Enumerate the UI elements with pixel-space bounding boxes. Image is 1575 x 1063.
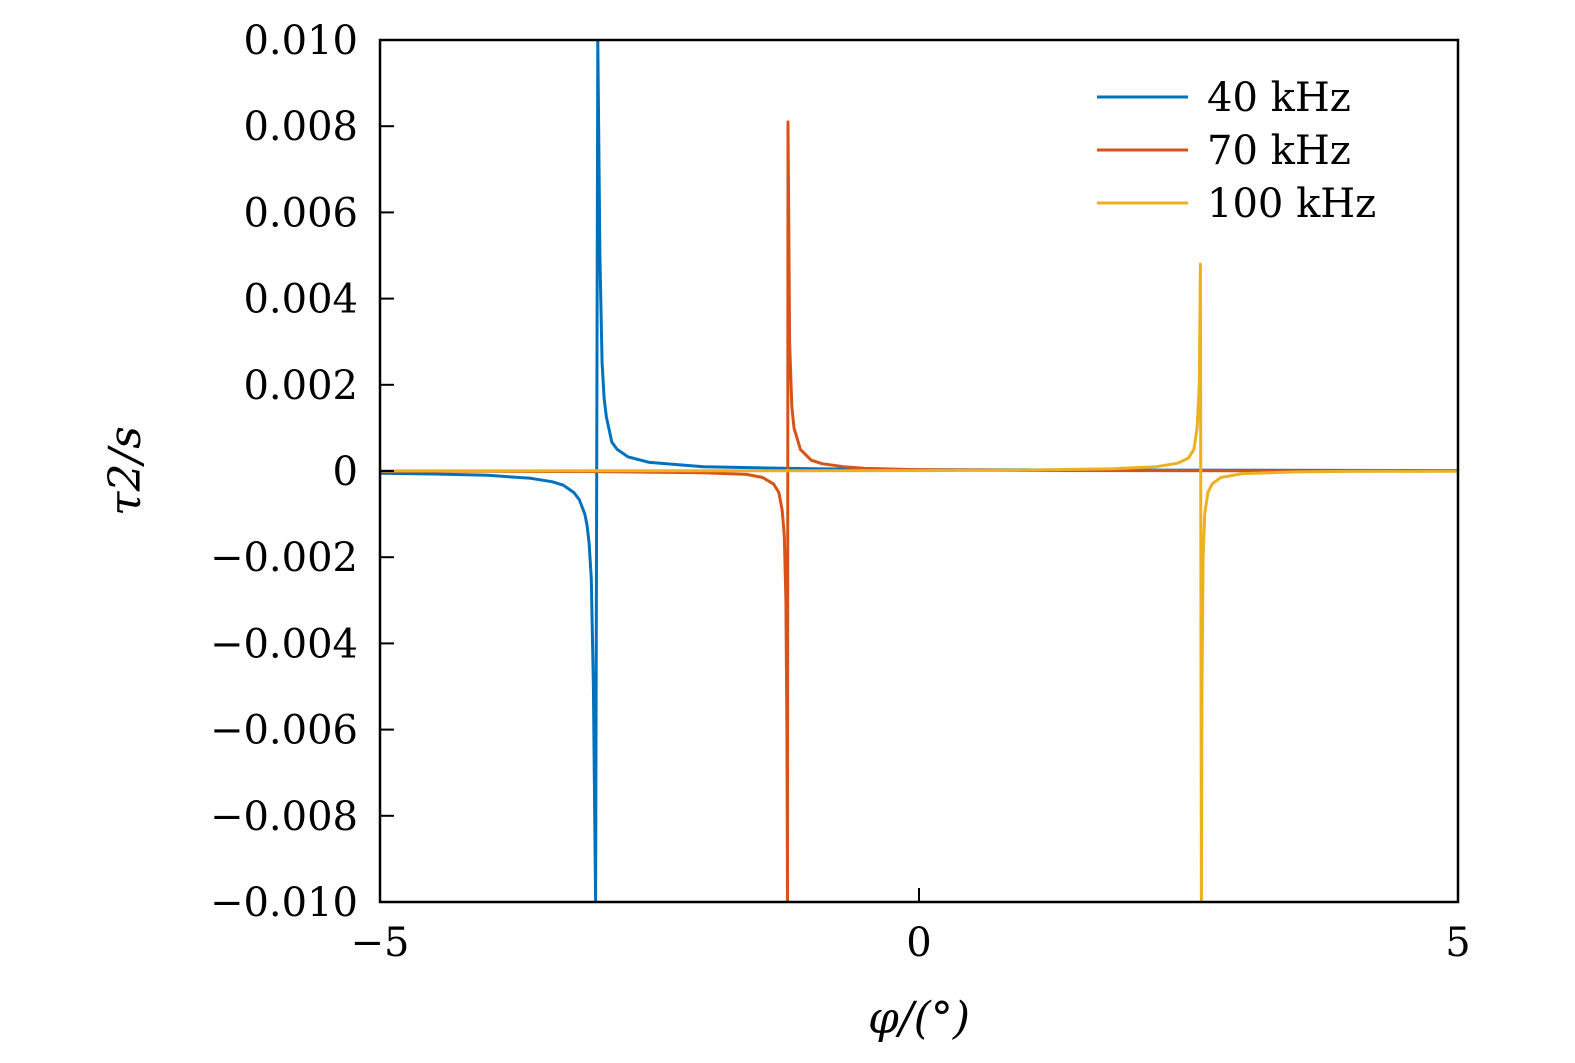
y-tick-label: 0.006 xyxy=(243,190,358,236)
legend-label: 70 kHz xyxy=(1207,128,1351,174)
x-tick-label: 5 xyxy=(1445,920,1470,966)
series-line-2 xyxy=(380,262,1458,902)
x-tick-label: 0 xyxy=(906,920,931,966)
x-tick-label: −5 xyxy=(351,920,410,966)
y-tick-label: 0.002 xyxy=(243,363,358,409)
y-tick-label: 0.010 xyxy=(243,18,358,64)
y-tick-label: −0.006 xyxy=(210,708,358,754)
series-line-1 xyxy=(380,120,1458,902)
legend-label: 100 kHz xyxy=(1207,181,1376,227)
y-tick-label: 0 xyxy=(333,449,358,495)
y-axis-label: τ2/s xyxy=(100,426,151,516)
x-axis-label: φ/(°) xyxy=(868,993,970,1044)
y-tick-label: −0.004 xyxy=(210,621,358,667)
y-tick-label: −0.008 xyxy=(210,794,358,840)
legend: 40 kHz 70 kHz 100 kHz xyxy=(1097,75,1376,227)
y-tick-label: −0.010 xyxy=(210,880,358,926)
y-tick-label: 0.008 xyxy=(243,104,358,150)
legend-label: 40 kHz xyxy=(1207,75,1351,121)
y-tick-label: −0.002 xyxy=(210,535,358,581)
y-tick-label: 0.004 xyxy=(243,277,358,323)
